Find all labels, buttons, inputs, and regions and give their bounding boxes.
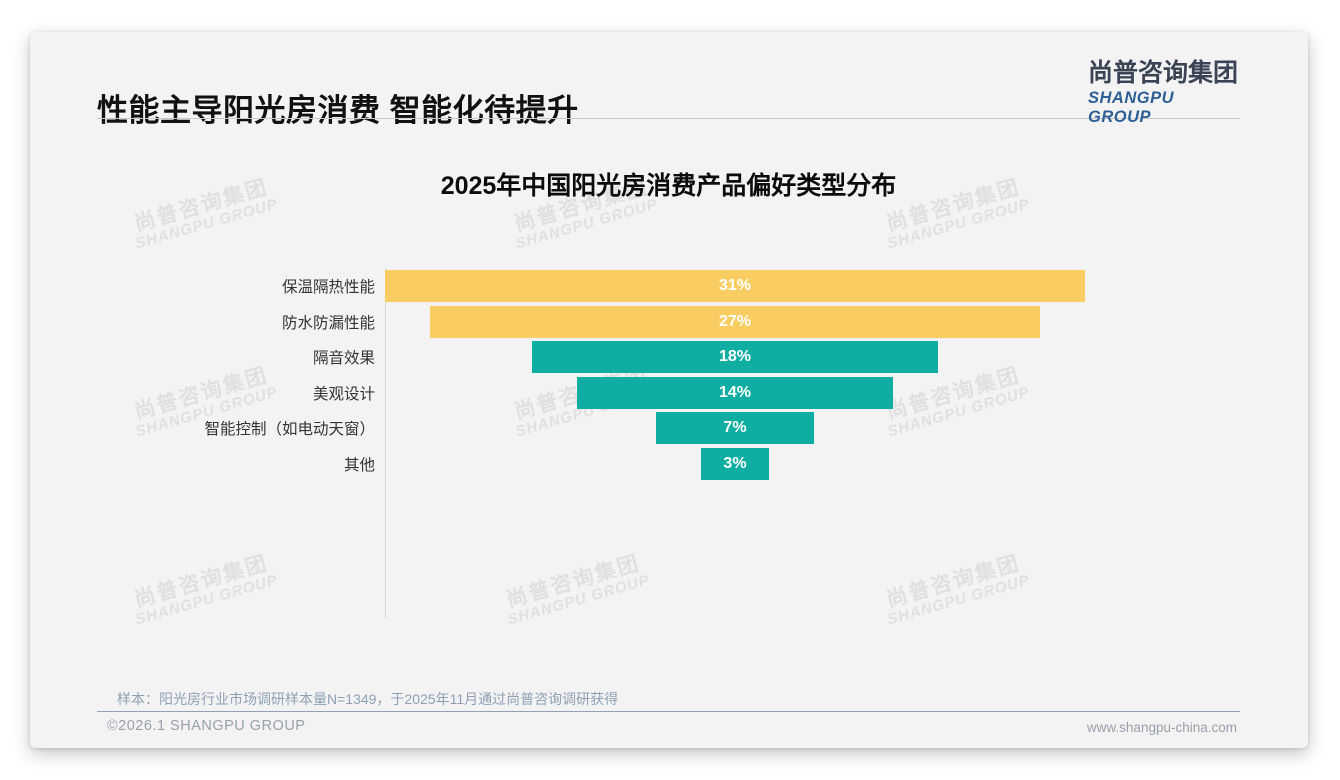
copyright-text: ©2026.1 SHANGPU GROUP bbox=[107, 718, 306, 734]
bar-value-label: 18% bbox=[718, 348, 751, 365]
page-title: 性能主导阳光房消费 智能化待提升 bbox=[97, 92, 579, 128]
bar-soundproof: 18% bbox=[531, 341, 939, 373]
chart-row: 美观设计 14% bbox=[30, 376, 1308, 409]
sample-note: 样本：阳光房行业市场调研样本量N=1349，于2025年11月通过尚普咨询调研获… bbox=[117, 691, 619, 707]
category-label: 防水防漏性能 bbox=[281, 314, 375, 332]
chart-row: 其他 3% bbox=[30, 447, 1308, 480]
bar-waterproof: 27% bbox=[430, 305, 1040, 338]
chart-row: 保温隔热性能 31% bbox=[30, 270, 1308, 302]
bar-aesthetic: 14% bbox=[576, 376, 894, 409]
category-label: 智能控制（如电动天窗） bbox=[204, 421, 375, 438]
category-label: 保温隔热性能 bbox=[281, 279, 375, 296]
bar-value-label: 14% bbox=[718, 383, 751, 401]
bar-value-label: 7% bbox=[723, 419, 747, 436]
footer-divider bbox=[97, 711, 1240, 712]
bar-value-label: 31% bbox=[718, 277, 751, 294]
chart-axis-line bbox=[385, 268, 386, 618]
bar-insulation: 31% bbox=[385, 270, 1085, 302]
chart-row: 防水防漏性能 27% bbox=[30, 305, 1308, 338]
company-logo: 尚普咨询集团 SHANGPU GROUP bbox=[1088, 59, 1242, 127]
chart-row: 智能控制（如电动天窗） 7% bbox=[30, 412, 1308, 444]
bar-value-label: 27% bbox=[718, 312, 751, 330]
category-label: 隔音效果 bbox=[312, 350, 375, 367]
bar-value-label: 3% bbox=[723, 454, 747, 472]
bar-smart-control: 7% bbox=[655, 412, 815, 444]
slide-card: 尚普咨询集团 SHANGPU GROUP 尚普咨询集团 SHANGPU GROUP 尚普… bbox=[30, 32, 1308, 748]
bar-other: 3% bbox=[701, 447, 769, 480]
website-url: www.shangpu-china.com bbox=[1086, 720, 1237, 735]
category-label: 其他 bbox=[343, 456, 375, 474]
chart-row: 隔音效果 18% bbox=[30, 341, 1308, 373]
logo-chinese-text: 尚普咨询集团 bbox=[1088, 59, 1239, 87]
category-label: 美观设计 bbox=[312, 385, 375, 403]
title-divider bbox=[97, 118, 1240, 119]
logo-english-text: SHANGPU GROUP bbox=[1088, 88, 1175, 126]
chart-title: 2025年中国阳光房消费产品偏好类型分布 bbox=[440, 172, 897, 200]
